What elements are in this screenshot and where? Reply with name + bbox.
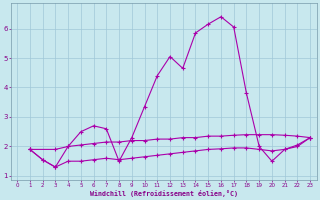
X-axis label: Windchill (Refroidissement éolien,°C): Windchill (Refroidissement éolien,°C) [90, 190, 238, 197]
